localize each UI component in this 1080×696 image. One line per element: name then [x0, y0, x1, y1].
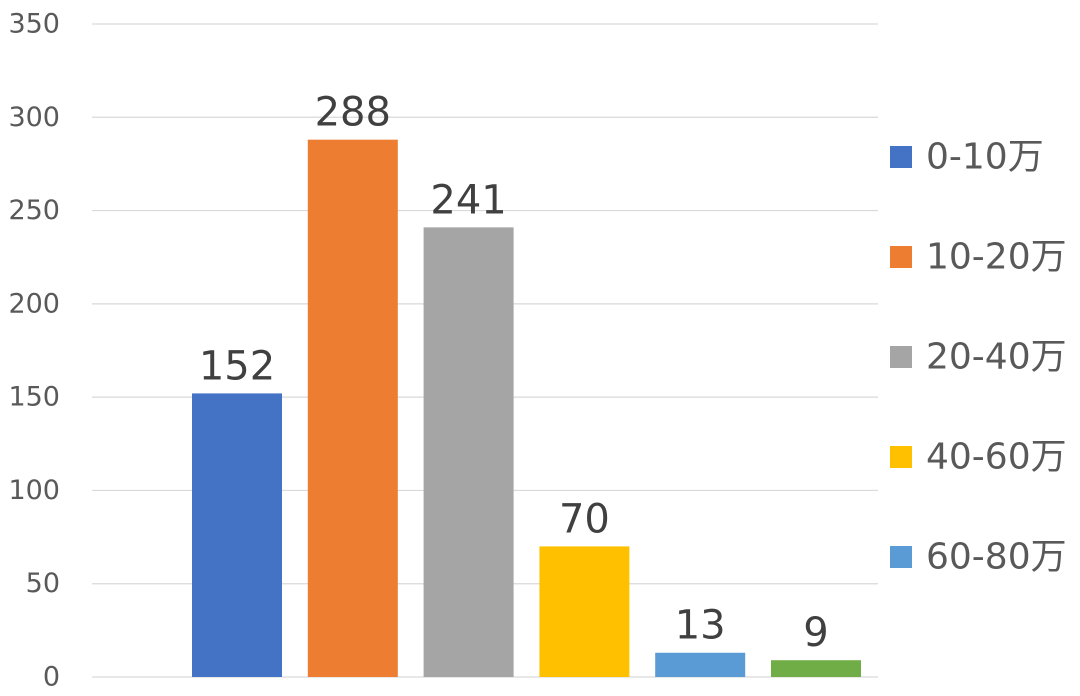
y-tick-label: 200	[8, 288, 60, 319]
data-label: 288	[315, 90, 391, 136]
bars	[192, 139, 861, 677]
bar	[655, 652, 746, 677]
legend-swatch	[890, 446, 912, 468]
y-tick-label: 300	[8, 102, 60, 133]
data-label: 9	[803, 610, 828, 656]
legend-swatch	[890, 146, 912, 168]
bar	[771, 660, 861, 677]
legend: 0-10万 10-20万 20-40万 40-60万 60-80万	[890, 137, 1067, 578]
data-label: 13	[675, 603, 726, 649]
legend-label: 10-20万	[926, 237, 1067, 278]
bar	[423, 227, 514, 677]
data-label: 241	[430, 177, 506, 223]
y-tick-label: 150	[8, 382, 60, 413]
data-label: 152	[199, 343, 275, 389]
y-tick-label: 50	[26, 568, 60, 599]
data-label: 70	[559, 496, 610, 542]
legend-swatch	[890, 246, 912, 268]
bar	[539, 546, 630, 677]
legend-swatch	[890, 346, 912, 368]
y-tick-label: 250	[8, 195, 60, 226]
legend-swatch	[890, 546, 912, 568]
bar	[307, 139, 398, 677]
y-tick-label: 350	[8, 9, 60, 40]
bar	[192, 393, 282, 677]
legend-label: 40-60万	[926, 437, 1067, 478]
legend-label: 60-80万	[926, 537, 1067, 578]
legend-label: 20-40万	[926, 337, 1067, 378]
y-axis-tick-labels: 0 50 100 150 200 250 300 350	[8, 9, 60, 693]
legend-label: 0-10万	[926, 137, 1044, 178]
y-tick-label: 0	[43, 662, 60, 693]
y-tick-label: 100	[8, 475, 60, 506]
data-labels: 152 288 241 70 13 9	[199, 90, 829, 657]
